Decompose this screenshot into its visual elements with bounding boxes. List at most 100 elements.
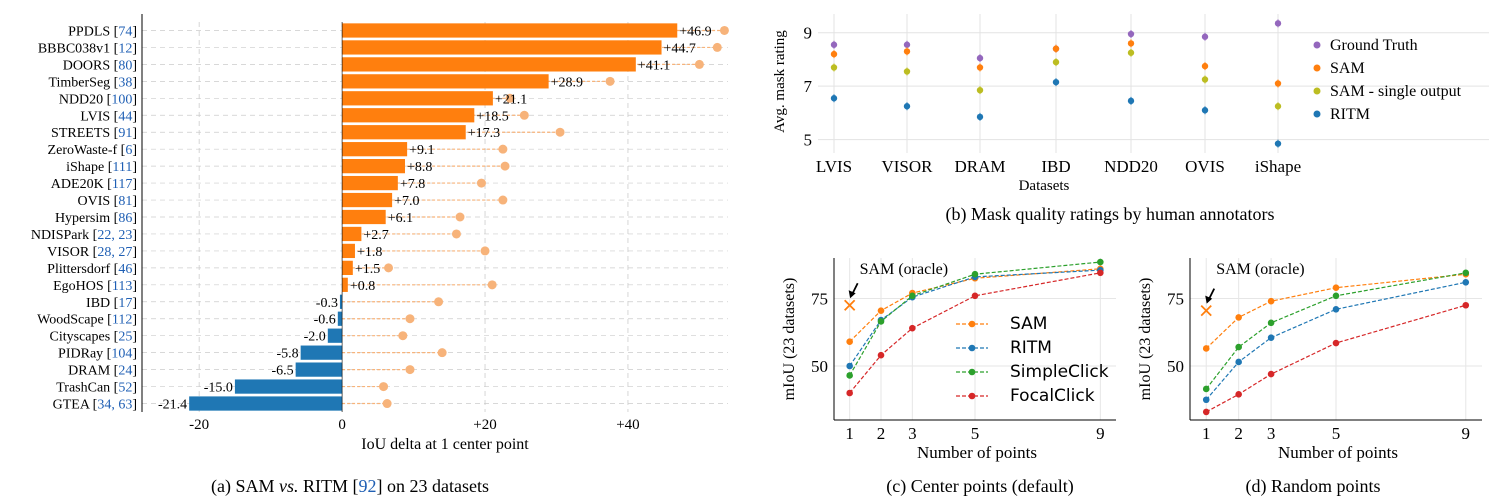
line-point [1332,284,1340,292]
a-bar [342,108,475,123]
a-bar [342,209,386,225]
a-xtick-label: +20 [473,417,496,433]
b-point [903,103,911,110]
a-category-label: EgoHOS [113] [53,279,137,294]
a-oracle-point [379,382,389,392]
line-point [909,292,916,300]
line-ytick-label: 75 [1167,290,1184,309]
line-ylabel: mIoU (23 datasets) [1137,278,1154,401]
line-caption: (c) Center points (default) [886,476,1073,497]
a-bar [342,277,348,292]
a-category-label: IBD [17] [86,296,137,311]
a-value-label: +17.3 [468,126,500,141]
b-point [976,113,984,121]
b-ytick-label: 9 [804,24,813,43]
a-value-label: +9.1 [409,143,434,158]
line-xtick-label: 3 [908,424,917,443]
line-point [877,318,885,325]
line-point [909,324,916,332]
b-point [1201,107,1209,114]
a-value-label: +44.7 [664,41,696,56]
oracle-arrowhead [848,290,856,299]
line-legend-marker [968,368,976,376]
b-legend-label: RITM [1330,106,1370,123]
a-oracle-point [555,127,565,137]
line-point [846,389,853,397]
line-point [1462,301,1470,309]
a-category-label: WoodScape [112] [37,313,137,328]
b-point [976,86,984,94]
a-value-label: -6.5 [271,364,293,379]
oracle-annotation: SAM (oracle) [860,261,948,278]
a-bar [342,40,662,55]
b-xlabel: Datasets [1019,178,1070,194]
b-xtick-label: NDD20 [1104,157,1158,176]
a-value-label: +8.8 [407,160,432,175]
b-legend-label: SAM [1330,60,1365,77]
a-value-label: -0.6 [314,313,336,328]
line-ytick-label: 75 [811,290,828,309]
b-xtick-label: DRAM [954,157,1005,176]
oracle-marker [1200,305,1212,317]
line-ytick-label: 50 [1167,357,1184,376]
line-point [1235,391,1242,398]
a-oracle-point [455,212,465,222]
oracle-arrowhead [1205,295,1213,304]
a-bar [342,159,405,174]
a-bar [342,74,549,89]
b-point [830,95,838,102]
line-point [1235,314,1242,321]
line-legend-marker [968,320,976,328]
a-oracle-point [476,178,486,188]
a-caption: (a) SAM vs. RITM [92] on 23 datasets [211,476,489,497]
b-point [1201,33,1209,40]
a-value-label: +6.1 [388,211,413,226]
b-point [1127,97,1135,105]
line-point [971,292,979,300]
a-bar [342,260,353,275]
line-legend-label: FocalClick [1010,386,1095,406]
a-bar [342,125,466,140]
b-point [1274,103,1282,110]
a-value-label: +0.8 [350,279,375,294]
line-point [1267,370,1275,378]
line-xlabel: Number of points [1278,443,1398,462]
a-bar [342,91,493,106]
line-point [846,338,853,346]
a-category-label: BBBC038v1 [12] [38,41,137,56]
b-point [976,54,984,62]
line-xtick-label: 2 [1234,424,1243,443]
a-category-label: DOORS [80] [63,58,137,73]
a-category-label: DRAM [24] [68,364,137,379]
panel-b-chart: 5 7 9 Avg. mask rating LVIS VISOR DRAM IBD NDD20… [772,14,1489,225]
b-xtick-label: IBD [1041,157,1070,176]
a-bar [339,294,343,309]
b-xtick-label: iShape [1255,157,1301,176]
b-point [1127,30,1135,38]
line-ylabel: mIoU (23 datasets) [781,278,798,401]
b-caption: (b) Mask quality ratings by human annota… [946,204,1275,225]
b-point [830,64,838,71]
oracle-annotation: SAM (oracle) [1216,261,1304,278]
a-oracle-point [719,25,729,35]
line-point [1097,269,1104,277]
line-legend-label: SimpleClick [1010,362,1109,382]
a-category-label: PPDLS [74] [68,24,137,39]
line-point [1332,292,1340,300]
b-point [1052,78,1060,86]
a-oracle-point [712,42,722,52]
a-category-label: OVIS [81] [77,194,137,209]
line-point [877,307,885,314]
line-point [846,362,853,370]
line-point [1202,385,1210,393]
line-point [1235,343,1242,351]
a-oracle-point [500,161,510,171]
line-xtick-label: 5 [971,424,980,443]
b-point [976,64,984,71]
a-category-label: NDISPark [22, 23] [31,228,137,243]
line-xtick-label: 9 [1096,424,1105,443]
a-xtick-label: -20 [189,417,209,433]
a-category-label: TrashCan [52] [56,381,137,396]
a-category-label: ADE20K [117] [51,177,137,192]
a-value-label: -21.4 [158,398,187,413]
